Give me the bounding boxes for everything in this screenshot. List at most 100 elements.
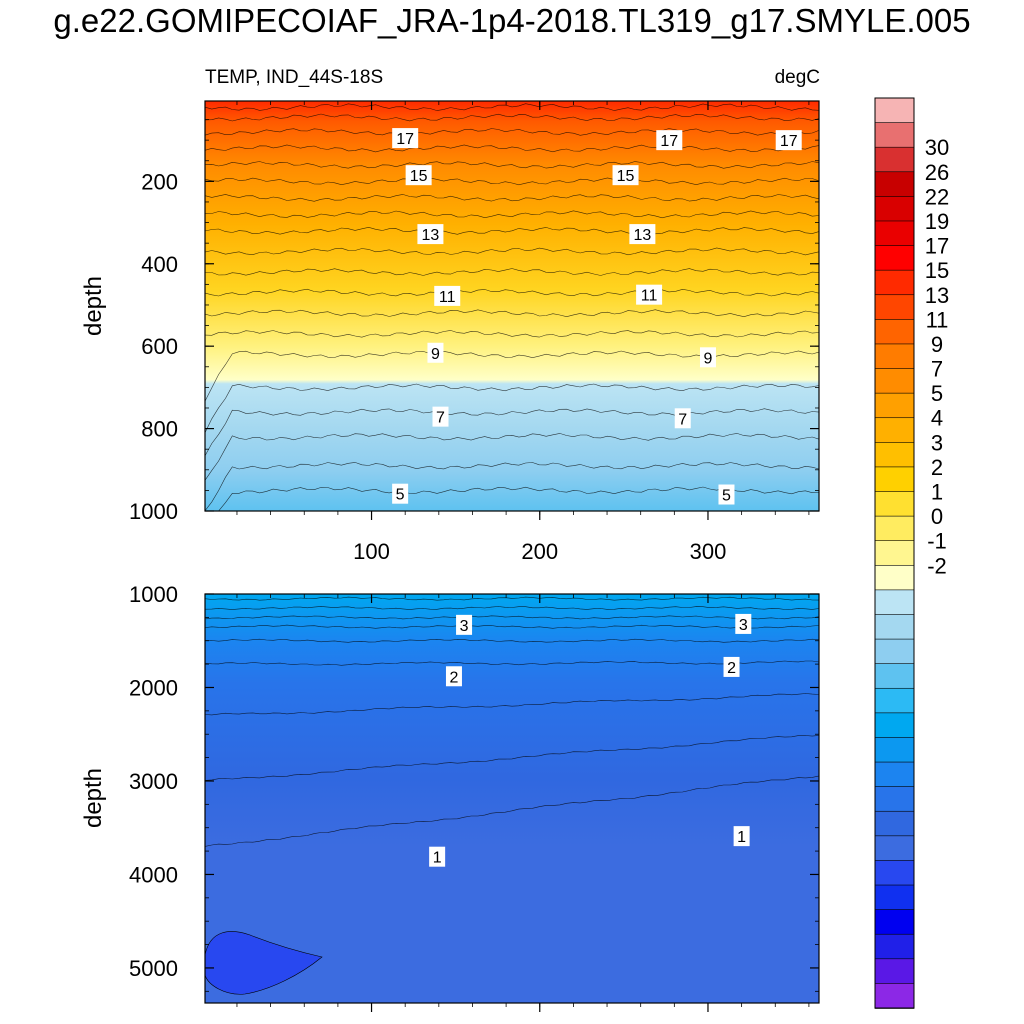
contour-line [205, 486, 820, 512]
contour-label-box [432, 406, 449, 427]
contour-line [204, 596, 820, 601]
contour-label-box [718, 484, 735, 505]
y-tick-label: 5000 [129, 956, 178, 981]
contour-label-box [429, 846, 446, 867]
contour-label: 15 [410, 168, 428, 185]
colorbar-swatch [874, 146, 915, 173]
contour-line [204, 615, 820, 620]
contour-label-box [417, 224, 444, 245]
contour-line [204, 144, 820, 153]
contour-label: 9 [431, 346, 440, 363]
colorbar-swatch [874, 319, 915, 345]
subtitle-right: degC [775, 67, 820, 88]
top-panel-field [205, 101, 819, 511]
contour-label: 9 [704, 350, 713, 367]
contour-label: 11 [439, 289, 456, 306]
contour-label: 17 [396, 131, 414, 148]
contour-line [204, 383, 820, 433]
contour-line [204, 103, 820, 111]
contour-line [204, 113, 820, 122]
colorbar-label: 1 [931, 480, 943, 505]
colorbar-swatch [874, 761, 915, 788]
colorbar-label: 0 [931, 504, 943, 529]
contour-label-box [456, 614, 473, 635]
y-tick-label: 400 [141, 252, 178, 277]
contour-label: 5 [396, 487, 405, 504]
colorbar-label: 7 [931, 357, 943, 382]
top-ylabel: depth [80, 276, 107, 336]
y-tick-label: 800 [141, 417, 178, 442]
contour-line [204, 660, 820, 666]
contour-label-box [405, 165, 432, 186]
colorbar-label: -2 [927, 553, 947, 578]
colorbar-swatch [874, 564, 915, 591]
contour-label: 13 [633, 227, 651, 244]
contour-label-box [445, 666, 462, 687]
colorbar-swatch [874, 245, 915, 271]
y-tick-label: 2000 [129, 675, 178, 700]
x-tick-label: 200 [521, 539, 558, 564]
bottom-panel-cold-pocket [204, 931, 323, 995]
colorbar-swatch [874, 491, 915, 517]
colorbar-swatch [874, 663, 915, 690]
bottom-panel-frame [204, 593, 820, 1004]
bottom-ylabel: depth [80, 768, 107, 828]
colorbar-swatch [874, 983, 915, 1009]
top-panel-contour-labels: 17 17 17 15 15 13 13 11 11 9 9 7 7 5 5 [392, 128, 802, 505]
colorbar-swatch [874, 589, 915, 616]
contour-label-box [699, 347, 716, 368]
contour-label-box [629, 224, 656, 245]
y-tick-label: 1000 [129, 499, 178, 524]
contour-label: 2 [727, 660, 736, 677]
contour-line [204, 194, 820, 202]
colorbar-label: 19 [925, 209, 949, 234]
colorbar-swatch [874, 343, 915, 370]
contour-line [204, 161, 820, 169]
colorbar-swatch [874, 909, 915, 936]
contour-line [204, 309, 820, 318]
colorbar-label: 4 [931, 406, 943, 431]
colorbar-label: 22 [925, 184, 949, 209]
contour-label-box [636, 284, 663, 305]
colorbar-label: 30 [925, 135, 949, 160]
contour-label-box [612, 165, 639, 186]
contour-label: 3 [460, 618, 469, 635]
colorbar-swatch [874, 392, 915, 419]
contour-label: 11 [641, 288, 658, 305]
contour-label: 17 [660, 133, 678, 150]
colorbar-label: 11 [926, 307, 949, 332]
contour-line [204, 433, 820, 481]
colorbar-swatch [874, 220, 915, 247]
contour-line [204, 350, 820, 402]
colorbar-swatch [874, 466, 915, 493]
contour-label-box [392, 483, 409, 504]
bottom-panel-field [205, 594, 819, 1003]
colorbar-swatch [874, 786, 915, 813]
colorbar-label: 3 [931, 430, 943, 455]
contour-label: 1 [433, 850, 442, 867]
colorbar-swatch [874, 171, 915, 198]
colorbar-swatch [874, 196, 915, 222]
colorbar-frame [874, 97, 915, 1009]
contour-line [204, 408, 820, 457]
bottom-panel: 3 3 2 2 1 1 1000 2000 3000 4000 5000 depth [80, 582, 820, 1012]
contour-label-box [434, 285, 461, 306]
y-tick-label: 4000 [129, 862, 178, 887]
subtitle-left: TEMP, IND_44S-18S [205, 67, 383, 88]
colorbar-swatch [874, 540, 915, 567]
contour-label-box [723, 656, 740, 677]
top-panel-ticks: 200 400 600 800 1000 100 200 300 [129, 101, 819, 564]
contour-label-box [735, 613, 752, 634]
top-panel-frame [204, 100, 820, 512]
bottom-panel-contour-labels: 3 3 2 2 1 1 [429, 613, 752, 867]
colorbar-label: 9 [931, 332, 943, 357]
contour-label-box [656, 130, 683, 151]
colorbar-label: -1 [927, 529, 947, 554]
bottom-panel-contours [204, 596, 820, 847]
x-tick-label: 300 [690, 539, 727, 564]
y-tick-label: 200 [141, 169, 178, 194]
colorbar-swatch [874, 933, 915, 960]
colorbar-swatch [874, 884, 915, 911]
